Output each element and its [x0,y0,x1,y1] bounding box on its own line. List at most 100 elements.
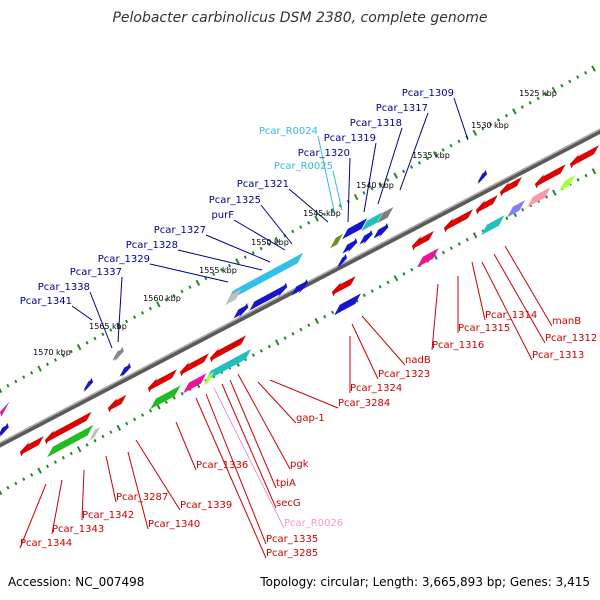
cds-arrow-reverse [411,230,435,251]
leader-line [504,245,553,327]
cds-arrow-forward [112,346,125,362]
cds-box-forward [225,289,242,306]
gene-label: Pcar_1318 [350,118,402,129]
outer-tick [212,272,216,277]
cds-box-reverse [507,200,526,218]
leader-line [89,291,113,349]
outer-tick [544,92,548,97]
gene-label: Pcar_1309 [402,88,454,99]
outer-tick [85,341,89,345]
gene-label: Pcar_1336 [196,460,248,471]
outer-tick [591,65,596,72]
inner-tick [53,460,58,464]
gene-label: Pcar_3285 [266,548,318,559]
gene-label: secG [276,498,301,509]
cds-arrow-reverse [209,334,247,363]
cds-arrow-forward [291,278,309,297]
leader-line [361,315,406,366]
outer-tick [386,178,390,182]
cds-arrow-reverse [147,368,178,393]
cds-arrow-forward [119,362,132,378]
inner-tick [69,451,73,456]
inner-tick [172,396,176,400]
leader-line [213,387,285,529]
cds-arrow-reverse [44,411,92,445]
cds-box-reverse [417,248,439,268]
cds-arrow-reverse [534,163,567,189]
gene-label: Pcar_1321 [237,179,289,190]
inner-tick [362,293,366,298]
gene-label: Pcar_1329 [98,254,150,265]
gene-label: Pcar_3287 [116,492,168,503]
inner-tick [441,250,446,255]
leader-line [399,112,429,191]
leader-line [205,234,271,263]
cds-box-reverse [205,348,252,382]
outer-tick [53,358,57,362]
inner-tick [378,284,382,289]
gene-label: Pcar_R0025 [274,161,333,172]
scale-label: 1550 kbp [251,238,289,247]
outer-tick [148,306,152,311]
gene-label: Pcar_1314 [485,310,537,321]
outer-tick [432,151,438,158]
outer-tick [140,311,145,315]
gene-label: Pcar_1317 [376,103,428,114]
gene-label: Pcar_1319 [324,133,376,144]
outer-tick [259,246,263,251]
inner-tick [331,310,335,315]
cds-box-forward [342,218,368,240]
outer-tick [61,353,65,358]
inner-tick [291,331,295,336]
inner-tick [101,434,105,439]
gene-labels: Pcar_1309 Pcar_1317 Pcar_1318 Pcar_1319 Pcar… [20,88,597,559]
inner-tick [22,477,26,481]
gene-label: Pcar_1337 [70,267,122,278]
inner-tick [505,216,509,221]
outer-tick [37,365,42,372]
outer-tick [322,212,327,217]
cds-arrow-reverse [569,144,600,169]
outer-tick [512,108,517,115]
gene-label: gap-1 [296,413,325,424]
gene-label: Pcar_1328 [126,240,178,251]
scale-label: 1560 kbp [143,294,181,303]
outer-tick [93,336,97,341]
leader-line [363,142,377,213]
inner-tick [85,443,89,447]
inner-tick [465,237,469,242]
leader-line [257,381,297,424]
inner-tick [323,314,327,319]
outer-tick [520,105,524,109]
leader-line [149,263,229,283]
leader-line [127,451,149,530]
leader-line [332,170,343,211]
cds-box-reverse [183,373,207,394]
outer-tick [101,332,105,337]
gene-label: Pcar_1340 [148,519,200,530]
leader-line [347,157,351,223]
gene-features [0,144,600,458]
outer-tick [576,75,580,79]
outer-tick [378,182,382,187]
inner-tick [133,417,137,422]
leader-line [233,219,286,251]
inner-tick [457,242,461,246]
inner-tick [386,280,390,285]
inner-tick [472,232,478,239]
outer-tick [0,386,3,394]
inner-tick [125,421,129,426]
cds-arrow-reverse [0,401,10,417]
outer-tick [251,251,255,255]
gene-label: tpiA [276,478,296,489]
inner-tick [314,317,320,325]
inner-tick [259,349,263,353]
outer-tick [370,186,374,191]
gene-label: Pcar_R0024 [259,126,318,137]
outer-tick [172,293,176,298]
gene-label: Pcar_1341 [20,296,72,307]
cds-arrow-reverse [331,275,357,297]
cds-box-reverse [203,371,215,386]
inner-tick [402,272,406,276]
cds-arrow-forward [359,229,373,246]
